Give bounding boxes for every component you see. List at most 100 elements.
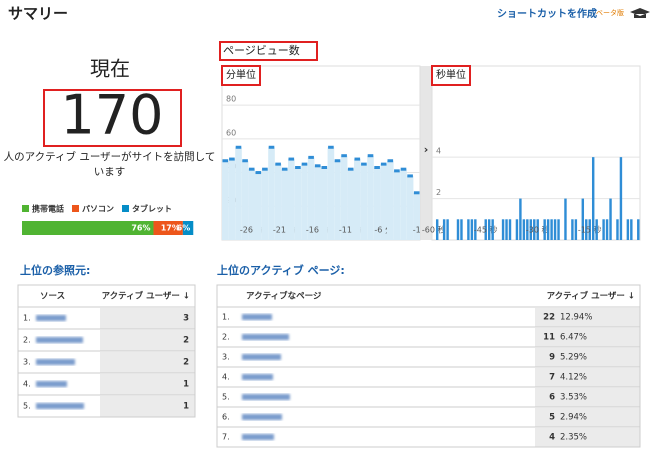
pages-title: 上位のアクティブ ページ: [217, 263, 345, 277]
legend-swatch [72, 205, 79, 212]
page-title: サマリー [8, 5, 68, 23]
bar [508, 219, 512, 240]
y-tick-label: 60 [226, 128, 236, 137]
bar [501, 219, 505, 240]
bar [484, 219, 487, 240]
bar [442, 219, 446, 240]
cell-percent: 12.94% [560, 313, 592, 323]
blurred-name [242, 354, 281, 360]
chart-frame [431, 65, 641, 241]
column-header: ソース [40, 292, 65, 302]
value-dash [301, 162, 308, 166]
chart-title: 秒単位 [436, 68, 466, 81]
area-column [400, 169, 407, 240]
value-dash [374, 166, 380, 169]
value-dash [248, 167, 255, 171]
area-column [360, 164, 368, 240]
bar [602, 219, 605, 240]
y-tick-label: 2 [436, 188, 441, 197]
bar [574, 219, 578, 240]
cell-count: 2 [183, 336, 189, 346]
column-header: アクティブ ユーザー ↓ [547, 291, 635, 302]
area-column [301, 164, 308, 240]
cell-shade [535, 368, 640, 387]
area-column [334, 160, 341, 240]
cell-count: 4 [549, 433, 555, 443]
cell-shade [535, 428, 640, 447]
cell-percent: 2.35% [560, 433, 587, 443]
bar [491, 219, 494, 240]
bar [550, 219, 553, 240]
divider-arrow[interactable]: › [424, 143, 429, 156]
blurred-name [36, 403, 84, 409]
area-column [327, 147, 335, 240]
pageviews-title: ページビュー数 [223, 44, 300, 57]
bar [630, 219, 633, 240]
row-index: 5. [222, 393, 230, 402]
cell-shade [100, 352, 195, 373]
blurred-name [36, 381, 67, 387]
cell-count: 22 [543, 313, 555, 323]
blurred-name [36, 315, 66, 321]
blurred-name [242, 414, 282, 420]
cell-percent: 6.47% [560, 333, 587, 343]
bar [546, 219, 550, 240]
row-index: 6. [222, 413, 230, 422]
cell-count: 9 [549, 353, 555, 363]
column-header: アクティブなページ [246, 291, 322, 302]
chart-divider [420, 66, 432, 240]
cell-percent: 5.29% [560, 353, 587, 363]
y-tick-label: 80 [226, 95, 236, 104]
device-bar [182, 221, 194, 235]
x-tick-label: -15 秒 [578, 225, 602, 235]
bar [526, 219, 529, 240]
device-bar-label: 6% [177, 224, 191, 233]
bar [460, 219, 463, 240]
cell-shade [100, 374, 195, 395]
row-index: 1. [222, 313, 230, 322]
bar [557, 219, 560, 240]
bar [536, 219, 539, 240]
x-tick-label: -1 [413, 226, 421, 235]
legend-swatch [22, 205, 29, 212]
cell-count: 2 [183, 358, 189, 368]
legend-label: タブレット [132, 204, 172, 214]
bar [637, 219, 640, 240]
legend-swatch [122, 205, 129, 212]
current-value: 170 [60, 84, 163, 147]
shortcut-link[interactable]: ショートカットを作成 [497, 7, 597, 20]
blurred-name [242, 334, 289, 340]
x-tick-label: -60 秒 [422, 225, 446, 235]
bar [588, 219, 591, 240]
row-index: 4. [222, 373, 230, 382]
bar [456, 219, 460, 240]
blurred-name [36, 337, 83, 343]
area-column [288, 159, 295, 240]
referrers-title: 上位の参照元: [20, 263, 90, 277]
device-bar [22, 221, 154, 235]
bar [585, 219, 588, 240]
current-caption: 人のアクティブ ユーザーがサイトを訪問しています [3, 151, 216, 178]
area-column [281, 169, 288, 240]
row-index: 2. [23, 336, 31, 345]
area-column [294, 167, 302, 240]
area-column [387, 160, 394, 240]
value-dash [262, 167, 268, 171]
bar [474, 219, 477, 240]
bar [533, 219, 536, 240]
area-column [241, 160, 249, 240]
bar [522, 219, 526, 240]
legend-label: パソコン [82, 204, 114, 214]
x-tick-label: -11 分 [339, 226, 363, 235]
blurred-name [242, 434, 274, 440]
area-column [314, 165, 321, 240]
value-dash [328, 145, 334, 149]
value-dash [321, 166, 328, 169]
row-index: 1. [23, 314, 31, 323]
x-tick-label: -45 秒 [474, 225, 498, 235]
row-index: 2. [222, 333, 230, 342]
x-tick-label: -21 分 [273, 226, 297, 235]
value-dash [314, 164, 321, 168]
cell-count: 7 [549, 373, 555, 383]
